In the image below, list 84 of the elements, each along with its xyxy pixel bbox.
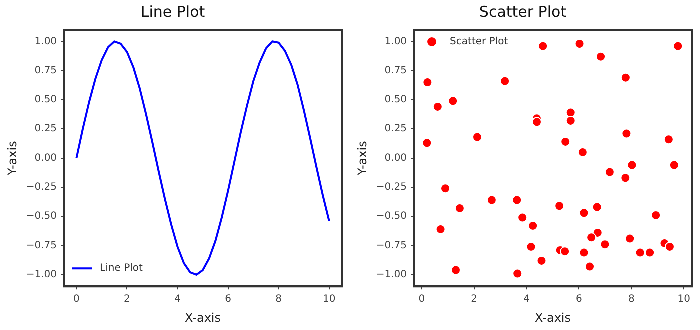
point bbox=[451, 265, 461, 276]
point bbox=[627, 160, 638, 170]
x-tick-label: 4 bbox=[174, 294, 181, 306]
point bbox=[512, 268, 523, 279]
y-tick-label: −0.25 bbox=[376, 182, 408, 194]
point bbox=[454, 203, 465, 214]
y-tick-label: 0.75 bbox=[34, 65, 58, 76]
point bbox=[500, 76, 510, 86]
y-tick-label: 1.00 bbox=[384, 36, 408, 48]
point bbox=[651, 210, 662, 220]
y-tick-label: 0.00 bbox=[384, 152, 408, 164]
point bbox=[528, 220, 538, 231]
y-tick-label: −0.50 bbox=[26, 211, 58, 222]
point bbox=[584, 262, 595, 272]
y-tick-label: 0.00 bbox=[34, 152, 58, 164]
point bbox=[526, 242, 536, 252]
point bbox=[560, 246, 570, 257]
x-axis-title: X-axis bbox=[535, 310, 572, 325]
y-axis-title: Y-axis bbox=[5, 141, 20, 176]
point bbox=[673, 41, 684, 52]
y-tick-label: 0.25 bbox=[34, 124, 58, 135]
x-tick-label: 2 bbox=[124, 294, 130, 306]
y-axis-title: Y-axis bbox=[355, 141, 370, 176]
x-tick-label: 2 bbox=[471, 294, 478, 306]
y-tick-label: −1.00 bbox=[376, 270, 408, 281]
point bbox=[574, 38, 585, 49]
x-tick-label: 8 bbox=[628, 294, 635, 306]
x-tick-label: 8 bbox=[276, 294, 282, 306]
point bbox=[620, 173, 631, 184]
point bbox=[486, 195, 497, 206]
x-tick-label: 0 bbox=[73, 294, 80, 306]
y-tick-label: −1.00 bbox=[26, 270, 58, 281]
point bbox=[440, 184, 451, 194]
point bbox=[579, 208, 590, 218]
x-tick-label: 4 bbox=[524, 294, 530, 306]
x-tick-label: 6 bbox=[576, 294, 582, 306]
legend-label: Scatter Plot bbox=[450, 36, 508, 48]
point bbox=[472, 132, 483, 142]
y-tick-label: −0.75 bbox=[26, 240, 58, 252]
point bbox=[622, 128, 632, 139]
point bbox=[664, 242, 675, 252]
y-tick-label: 0.75 bbox=[384, 65, 408, 76]
point bbox=[518, 212, 528, 223]
point bbox=[566, 108, 576, 118]
point bbox=[600, 240, 610, 250]
point bbox=[596, 52, 606, 62]
point bbox=[635, 248, 646, 258]
point bbox=[532, 117, 542, 128]
point bbox=[554, 201, 565, 212]
x-tick-label: 10 bbox=[678, 294, 690, 306]
point bbox=[645, 248, 656, 258]
point bbox=[578, 147, 588, 158]
y-tick-label: −0.75 bbox=[376, 240, 408, 252]
point bbox=[566, 116, 576, 126]
point bbox=[669, 160, 680, 170]
y-tick-label: 0.25 bbox=[384, 124, 408, 135]
chart-title: Scatter Plot bbox=[479, 2, 567, 21]
y-tick-label: 1.00 bbox=[34, 36, 58, 48]
x-tick-label: 0 bbox=[418, 294, 426, 306]
point bbox=[620, 72, 631, 83]
point bbox=[422, 77, 433, 88]
point bbox=[625, 234, 636, 244]
point bbox=[422, 138, 432, 148]
point bbox=[436, 224, 446, 234]
point bbox=[560, 136, 571, 147]
y-tick-label: −0.50 bbox=[376, 211, 408, 222]
point bbox=[448, 96, 458, 106]
x-tick-label: 6 bbox=[225, 294, 232, 306]
legend-label: Line Plot bbox=[100, 263, 143, 274]
point bbox=[512, 195, 522, 206]
point bbox=[586, 232, 597, 243]
point bbox=[579, 248, 590, 258]
x-axis-title: X-axis bbox=[185, 310, 222, 325]
point bbox=[664, 134, 674, 145]
point bbox=[538, 41, 548, 52]
point bbox=[592, 202, 602, 212]
point bbox=[432, 102, 443, 112]
y-tick-label: 0.50 bbox=[384, 94, 408, 106]
y-tick-label: 0.50 bbox=[34, 94, 58, 106]
y-tick-label: −0.25 bbox=[26, 182, 58, 194]
point bbox=[536, 256, 547, 266]
x-tick-label: 10 bbox=[323, 294, 336, 306]
chart-title: Line Plot bbox=[140, 2, 206, 21]
point bbox=[604, 167, 615, 178]
